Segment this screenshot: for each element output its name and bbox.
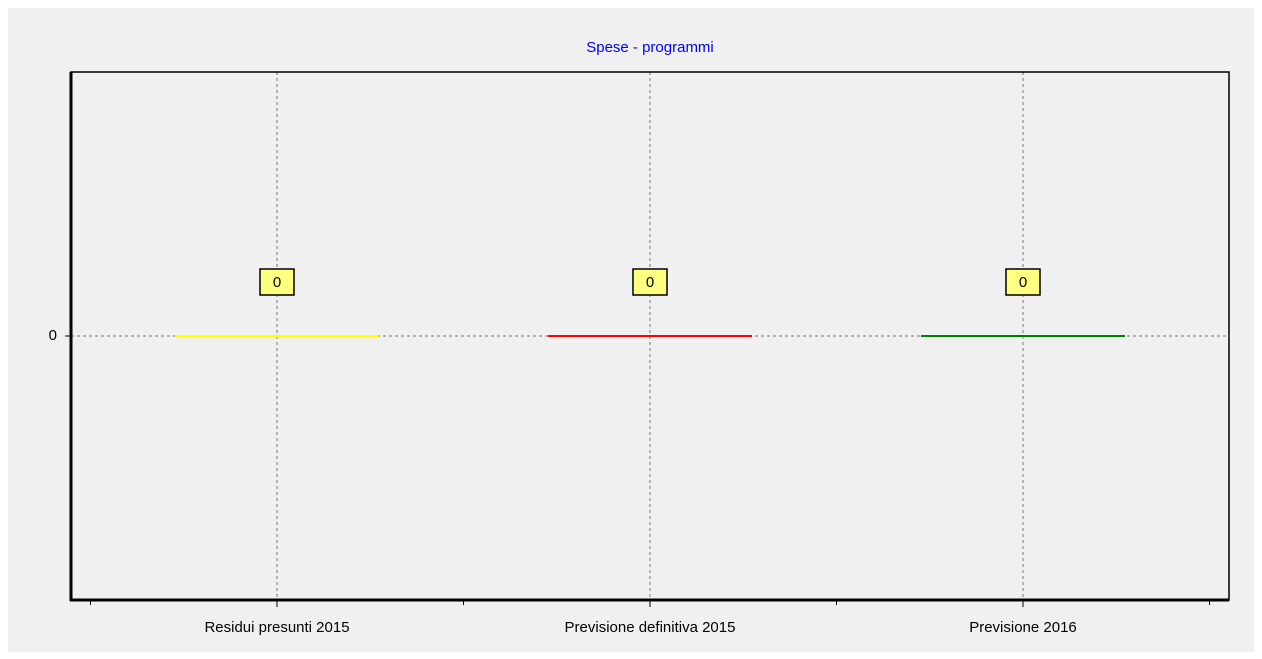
data-label: 0 (1019, 274, 1027, 291)
x-tick-label: Previsione 2016 (969, 619, 1077, 636)
data-label-box (1005, 268, 1041, 296)
data-label-box (259, 268, 295, 296)
x-tick-label: Previsione definitiva 2015 (565, 619, 736, 636)
y-tick-label: 0 (49, 327, 57, 344)
bar (548, 335, 752, 337)
bar (175, 335, 379, 337)
x-tick-label: Residui presunti 2015 (204, 619, 349, 636)
bar (921, 335, 1125, 337)
data-label: 0 (273, 274, 281, 291)
data-label: 0 (646, 274, 654, 291)
chart-title: Spese - programmi (586, 39, 714, 56)
data-label-box (632, 268, 668, 296)
plot: 0 Residui presunti 2015 0 Previsione defini… (49, 72, 1229, 636)
chart-background (8, 8, 1254, 652)
